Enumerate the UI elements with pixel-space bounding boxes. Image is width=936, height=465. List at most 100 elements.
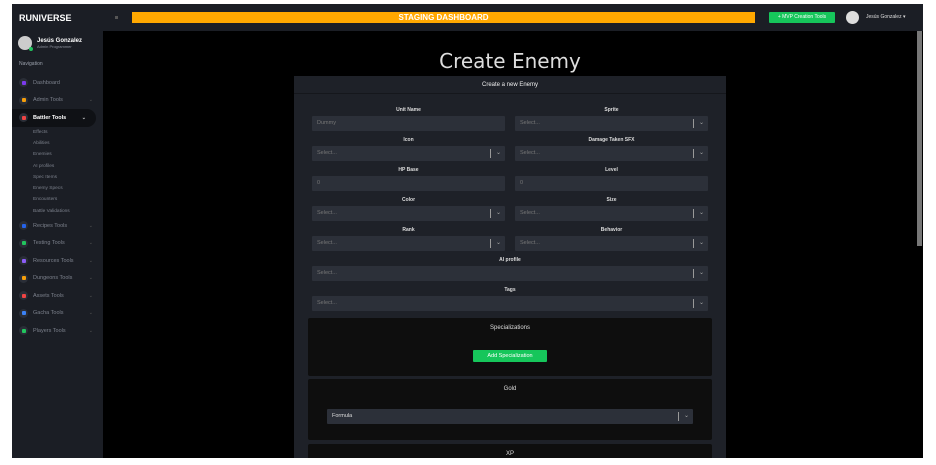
admin-icon [19,95,28,105]
field-label: Icon [403,137,414,143]
gold-panel: Gold Formula ⌄ [308,379,712,440]
sidebar-item-gacha-tools[interactable]: Gacha Tools ⌄ [12,304,103,322]
online-status-icon [29,47,33,51]
unit-name-input[interactable]: Dummy [312,116,505,131]
players-icon [19,326,28,336]
field-value: Select... [520,210,540,216]
sidebar-subitem[interactable]: Encounters [33,197,58,203]
sidebar-subitem[interactable]: AI profiles [33,163,55,169]
chevron-down-icon: ⌄ [495,240,501,246]
chevron-down-icon: ⌄ [88,240,93,247]
specializations-panel: Specializations Add Specialization [308,318,712,376]
sidebar-item-resources-tools[interactable]: Resources Tools ⌄ [12,252,103,270]
icon-field: Icon Select... ⌄ [312,137,505,161]
sidebar-item-label: Admin Tools [33,97,63,104]
sidebar-subitem[interactable]: Spec Items [33,174,57,180]
rank-select[interactable]: Select... ⌄ [312,236,505,251]
field-label: Unit Name [396,107,421,113]
sidebar-subitem[interactable]: Abilities [33,140,50,146]
field-value: Select... [317,240,337,246]
specializations-title: Specializations [489,325,531,331]
avatar [18,36,33,51]
sidebar-item-dashboard[interactable]: Dashboard [12,74,103,92]
chevron-down-icon: ⌄ [698,120,704,126]
hp-base-input[interactable]: 0 [312,176,505,191]
sidebar-subitem[interactable]: Battle Validations [33,208,70,214]
user-menu[interactable]: Jesús Gonzalez ▾ [866,14,906,20]
sidebar-item-label: Dashboard [33,79,60,86]
chevron-down-icon: ⌄ [698,150,704,156]
xp-title: XP [505,451,514,457]
dashboard-icon [19,78,28,88]
sidebar-item-label: Players Tools [33,327,66,334]
chevron-down-icon: ⌄ [683,413,689,419]
mvp-creation-tools-button[interactable]: + MVP Creation Tools [769,12,835,23]
sidebar-item-testing-tools[interactable]: Testing Tools ⌄ [12,234,103,252]
nav-list: Dashboard Admin Tools ⌄ Battler Tools ⌄ Effec… [12,74,103,339]
sprite-select[interactable]: Select... ⌄ [515,116,708,131]
field-value: Select... [520,240,540,246]
page-title: Create Enemy [439,49,581,73]
scrollbar[interactable] [917,31,922,246]
sidebar-item-admin-tools[interactable]: Admin Tools ⌄ [12,92,103,110]
chevron-down-icon: ⌄ [88,257,93,264]
tags-select[interactable]: Select... ⌄ [312,296,708,311]
chevron-down-icon: ⌄ [698,210,704,216]
field-value: 0 [520,180,524,186]
field-value: 0 [317,180,321,186]
size-field: Size Select... ⌄ [515,197,708,221]
color-field: Color Select... ⌄ [312,197,505,221]
chevron-down-icon: ⌄ [698,300,704,306]
sidebar-item-recipes-tools[interactable]: Recipes Tools ⌄ [12,217,103,235]
recipes-icon [19,221,28,231]
menu-toggle-icon[interactable] [115,16,118,19]
sidebar-item-assets-tools[interactable]: Assets Tools ⌄ [12,287,103,305]
sidebar-item-battler-tools[interactable]: Battler Tools ⌄ [12,109,96,127]
divider [294,93,726,94]
color-select[interactable]: Select... ⌄ [312,206,505,221]
behavior-select[interactable]: Select... ⌄ [515,236,708,251]
icon-select[interactable]: Select... ⌄ [312,146,505,161]
sidebar-item-players-tools[interactable]: Players Tools ⌄ [12,322,103,340]
chevron-down-icon: ⌄ [88,327,93,334]
field-label: Tags [504,287,516,293]
sidebar-item-label: Resources Tools [33,257,74,264]
user-avatar[interactable] [846,11,859,24]
tags-field: Tags Select... ⌄ [312,287,708,311]
field-label: Level [605,167,618,173]
user-name: Jesús Gonzalez [37,37,83,44]
sidebar-item-label: Assets Tools [33,292,64,299]
damage-sfx-select[interactable]: Select... ⌄ [515,146,708,161]
field-value: Select... [520,150,540,156]
level-input[interactable]: 0 [515,176,708,191]
sidebar-subitem[interactable]: Enemy Specs [33,186,63,192]
sidebar-subitem[interactable]: Enemies [33,152,52,158]
field-label: Rank [402,227,415,233]
size-select[interactable]: Select... ⌄ [515,206,708,221]
field-value: Dummy [317,120,336,126]
sidebar-item-label: Recipes Tools [33,222,68,229]
field-label: Size [606,197,617,203]
user-profile: Jesús Gonzalez Admin Programmer [18,36,83,51]
assets-icon [19,291,28,301]
ai-profile-select[interactable]: Select... ⌄ [312,266,708,281]
chevron-down-icon: ⌄ [88,310,93,317]
add-specialization-button[interactable]: Add Specialization [473,350,547,362]
user-role: Admin Programmer [37,43,72,49]
sidebar-subitem[interactable]: Effects [33,129,48,135]
gold-selected-value: Formula [332,413,353,419]
resources-icon [19,256,28,266]
sidebar-item-dungeons-tools[interactable]: Dungeons Tools ⌄ [12,269,103,287]
brand-logo: RUNIVERSE [19,13,72,23]
sidebar-item-label: Dungeons Tools [33,275,73,282]
gold-formula-select[interactable]: Formula ⌄ [327,409,693,424]
ai-profile-field: AI profile Select... ⌄ [312,257,708,281]
field-value: Select... [317,300,337,306]
chevron-down-icon: ⌄ [495,150,501,156]
create-enemy-card: Create a new Enemy Unit Name Dummy Sprite S… [294,76,726,458]
sidebar-item-label: Testing Tools [33,240,65,247]
field-label: Sprite [604,107,619,113]
hp-base-field: HP Base 0 [312,167,505,191]
field-label: HP Base [398,167,419,173]
staging-banner: STAGING DASHBOARD [132,12,755,23]
